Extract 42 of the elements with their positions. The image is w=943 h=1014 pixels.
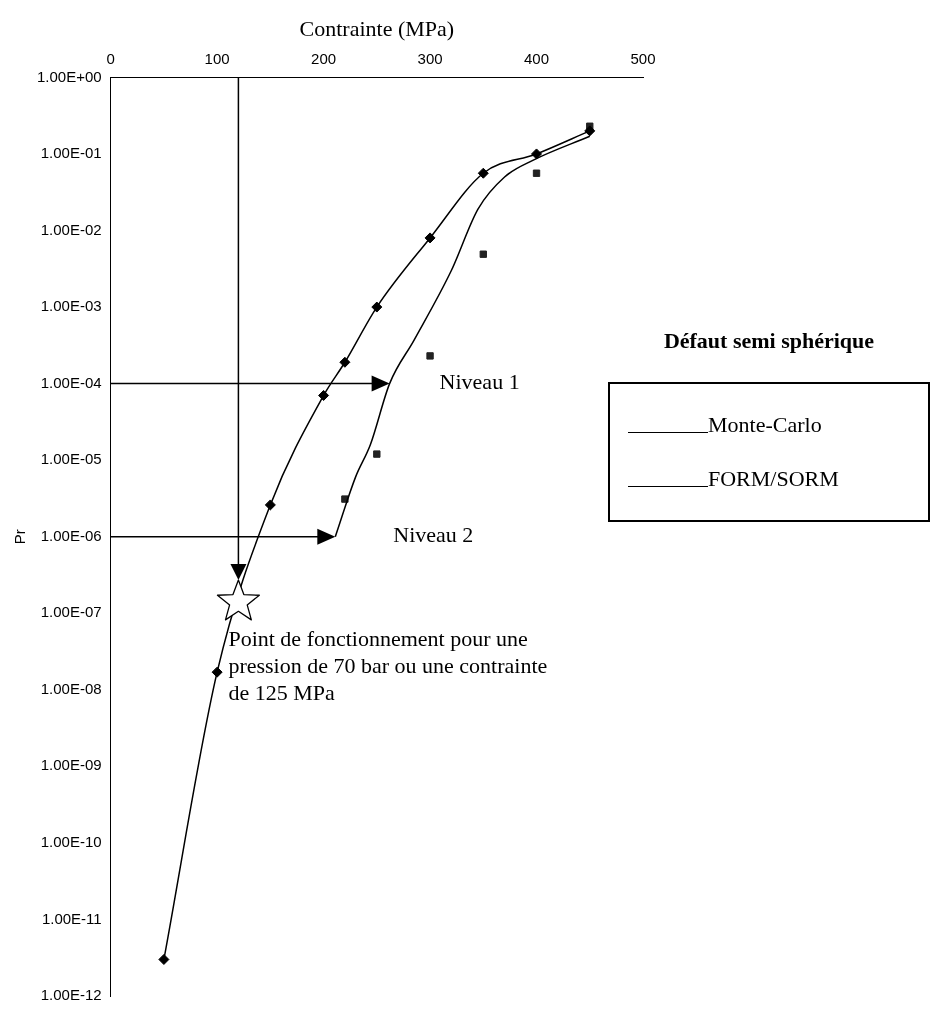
x-tick-label: 100 [204,49,230,67]
y-tick-label: 1.00E-03 [40,297,102,315]
y-tick-label: 1.00E-05 [40,450,102,468]
point [211,666,223,678]
point [264,499,276,511]
point [158,953,170,965]
y-tick-label: 1.00E-08 [40,679,102,697]
x-tick-label: 0 [106,49,115,67]
point [531,148,543,160]
y-tick-label: 1.00E-01 [40,144,102,162]
y-tick-label: 1.00E-02 [40,220,102,238]
x-tick-label: 500 [630,49,656,67]
x-tick-label: 200 [311,49,337,67]
y-tick-label: 1.00E-11 [41,909,102,927]
point [373,450,381,458]
y-tick-label: 1.00E-10 [40,833,102,851]
legend-label: FORM/SORM [708,466,839,492]
y-axis-title: Pr [11,529,29,545]
y-tick-label: 1.00E-06 [40,526,102,544]
point [584,125,596,137]
point [339,356,351,368]
point [426,352,434,360]
legend-title: Défaut semi sphérique [662,328,876,354]
point [318,389,330,401]
point [216,579,260,621]
point [479,250,487,258]
x-axis-title: Contrainte (MPa) [299,15,455,41]
point [424,232,436,244]
y-tick-label: 1.00E-09 [40,756,102,774]
point [371,301,383,313]
x-tick-label: 300 [417,49,443,67]
point [477,167,489,179]
y-tick-label: 1.00E-04 [40,373,102,391]
y-tick-label: 1.00E+00 [36,67,102,85]
point [532,169,541,177]
y-tick-label: 1.00E-12 [40,986,102,1004]
annotation: Niveau 2 [393,522,474,548]
x-tick-label: 400 [524,49,550,67]
legend-label: Monte-Carlo [708,412,822,438]
y-tick-label: 1.00E-07 [40,603,102,621]
annotation: Point de fonctionnement pour une pression de 70 bar ou une contrainte de 125 MPa [228,625,548,705]
annotation: Niveau 1 [439,369,520,395]
